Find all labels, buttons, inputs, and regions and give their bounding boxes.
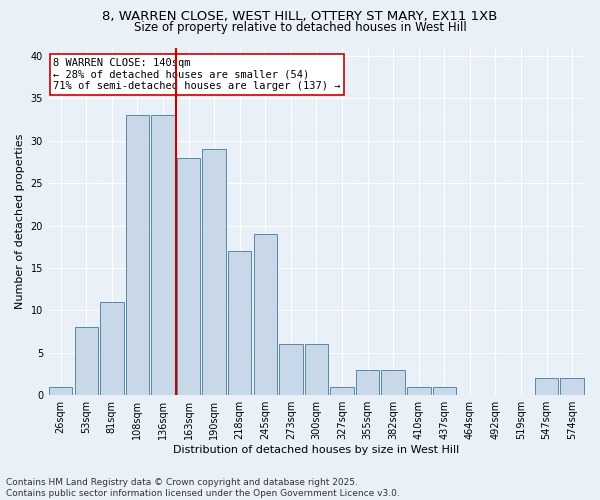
Bar [305,344,328,395]
Bar [535,378,559,395]
Bar [356,370,379,395]
Bar [433,386,456,395]
Bar [560,378,584,395]
X-axis label: Distribution of detached houses by size in West Hill: Distribution of detached houses by size … [173,445,460,455]
Bar [100,302,124,395]
Bar [49,386,73,395]
Bar [177,158,200,395]
Bar [254,234,277,395]
Bar [407,386,431,395]
Text: Size of property relative to detached houses in West Hill: Size of property relative to detached ho… [134,22,466,35]
Bar [279,344,302,395]
Bar [74,328,98,395]
Text: 8, WARREN CLOSE, WEST HILL, OTTERY ST MARY, EX11 1XB: 8, WARREN CLOSE, WEST HILL, OTTERY ST MA… [103,10,497,23]
Y-axis label: Number of detached properties: Number of detached properties [15,134,25,309]
Bar [202,150,226,395]
Text: 8 WARREN CLOSE: 140sqm
← 28% of detached houses are smaller (54)
71% of semi-det: 8 WARREN CLOSE: 140sqm ← 28% of detached… [53,58,341,91]
Bar [125,116,149,395]
Bar [382,370,405,395]
Text: Contains HM Land Registry data © Crown copyright and database right 2025.
Contai: Contains HM Land Registry data © Crown c… [6,478,400,498]
Bar [151,116,175,395]
Bar [228,251,251,395]
Bar [330,386,354,395]
